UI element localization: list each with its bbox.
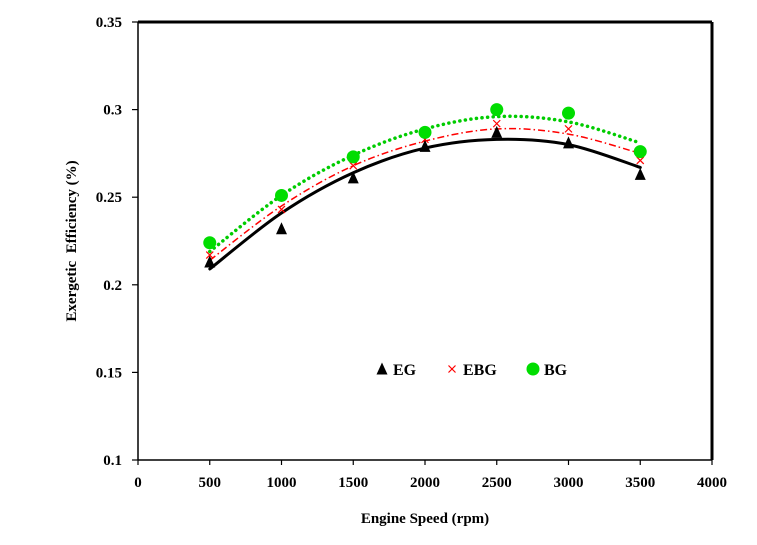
point-eg xyxy=(419,139,431,152)
y-tick-label: 0.15 xyxy=(96,365,122,381)
legend-marker-bg xyxy=(526,362,540,376)
x-tick-label: 3500 xyxy=(625,475,655,491)
legend-item-bg: BG xyxy=(526,362,568,379)
marker-stroke xyxy=(492,119,501,128)
legend-marker-eg xyxy=(376,362,388,375)
point-bg xyxy=(346,150,360,164)
point-ebg xyxy=(205,251,214,259)
x-tick-label: 4000 xyxy=(697,475,727,491)
x-ticks: 0 500 1000 1500 2000 2500 3000 3500 4000 xyxy=(134,460,727,491)
y-tick-label: 0.35 xyxy=(96,15,122,31)
legend-item-eg: EG xyxy=(376,362,417,379)
point-bg xyxy=(418,125,432,139)
data-points xyxy=(203,103,647,268)
y-ticks: 0.1 0.15 0.2 0.25 0.3 0.35 xyxy=(96,15,138,469)
x-tick-label: 2500 xyxy=(482,475,512,491)
point-ebg xyxy=(349,161,358,170)
point-ebg xyxy=(636,156,645,165)
point-ebg xyxy=(277,205,286,214)
point-ebg xyxy=(564,124,573,133)
point-eg xyxy=(634,167,646,180)
point-bg xyxy=(490,103,504,117)
x-axis-title: Engine Speed (rpm) xyxy=(361,511,489,527)
y-tick-label: 0.2 xyxy=(103,278,122,294)
legend-label: EBG xyxy=(463,362,497,379)
marker-stroke xyxy=(448,365,456,373)
legend: EG EBG BG xyxy=(376,362,568,379)
legend-item-ebg: EBG xyxy=(448,362,497,379)
x-tick-label: 3000 xyxy=(554,475,584,491)
y-tick-label: 0.1 xyxy=(103,453,122,469)
x-tick-label: 0 xyxy=(134,475,142,491)
marker-stroke xyxy=(205,251,214,259)
x-tick-label: 2000 xyxy=(410,475,440,491)
y-tick-label: 0.3 xyxy=(103,103,122,119)
legend-marker-ebg xyxy=(448,365,456,373)
point-bg xyxy=(562,106,575,120)
marker-stroke xyxy=(349,161,358,170)
point-eg xyxy=(276,222,287,235)
marker-stroke xyxy=(636,156,645,165)
point-bg xyxy=(203,236,217,250)
point-eg xyxy=(491,125,503,138)
y-tick-label: 0.25 xyxy=(96,190,122,206)
point-bg xyxy=(275,188,288,202)
x-tick-label: 500 xyxy=(199,475,222,491)
point-ebg xyxy=(492,119,501,128)
x-tick-label: 1500 xyxy=(338,475,368,491)
point-eg xyxy=(563,136,574,149)
point-bg xyxy=(633,145,647,159)
marker-stroke xyxy=(277,205,286,214)
y-axis-title: Exergetic Efficiency (%) xyxy=(64,160,80,321)
legend-label: BG xyxy=(544,362,568,379)
x-tick-label: 1000 xyxy=(267,475,297,491)
marker-stroke xyxy=(564,124,573,133)
point-eg xyxy=(347,171,359,184)
legend-label: EG xyxy=(393,362,417,379)
point-eg xyxy=(204,255,216,268)
